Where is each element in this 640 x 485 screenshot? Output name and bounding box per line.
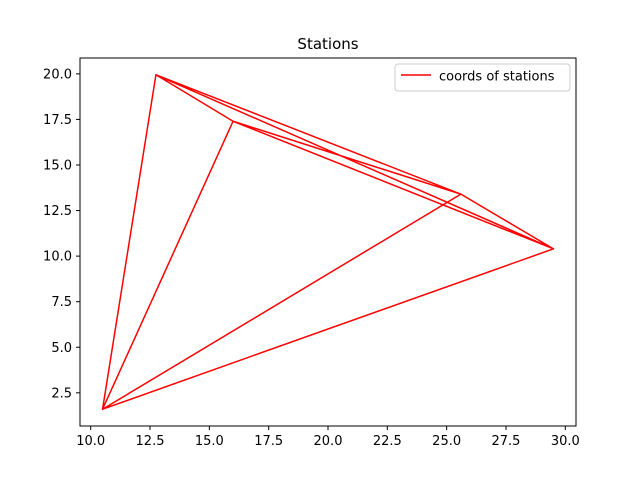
chart-title: Stations — [297, 35, 358, 53]
y-tick-label: 15.0 — [43, 158, 72, 173]
data-point — [101, 408, 104, 410]
x-tick-label: 12.5 — [136, 434, 165, 449]
data-point — [155, 74, 157, 76]
y-axis-ticks: 2.5 5.0 7.5 10.0 12.5 15.0 17.5 20.0 — [43, 67, 80, 401]
x-tick-label: 27.5 — [492, 434, 521, 449]
series-line-0 — [101, 74, 555, 410]
data-point — [552, 248, 555, 250]
x-tick-label: 22.5 — [373, 434, 402, 449]
x-tick-label: 17.5 — [254, 434, 283, 449]
x-tick-label: 30.0 — [551, 434, 580, 449]
data-point — [232, 120, 234, 122]
series-layer — [101, 74, 555, 410]
x-axis-ticks: 10.0 12.5 15.0 17.5 20.0 22.5 25.0 27.5 30.0 — [76, 426, 580, 449]
legend-label: coords of stations — [439, 70, 555, 85]
data-point — [460, 193, 462, 195]
y-tick-label: 17.5 — [43, 113, 72, 128]
x-tick-label: 20.0 — [314, 434, 343, 449]
y-tick-label: 5.0 — [51, 341, 72, 356]
y-tick-label: 12.5 — [43, 204, 72, 219]
x-tick-label: 25.0 — [432, 434, 461, 449]
y-tick-label: 7.5 — [51, 295, 72, 310]
y-tick-label: 2.5 — [51, 386, 72, 401]
legend-box — [394, 63, 571, 92]
y-tick-label: 20.0 — [43, 67, 72, 82]
plot-frame — [79, 57, 577, 427]
y-tick-label: 10.0 — [43, 250, 72, 265]
x-tick-label: 15.0 — [195, 434, 224, 449]
legend: coords of stations — [394, 63, 571, 92]
x-tick-label: 10.0 — [76, 434, 105, 449]
